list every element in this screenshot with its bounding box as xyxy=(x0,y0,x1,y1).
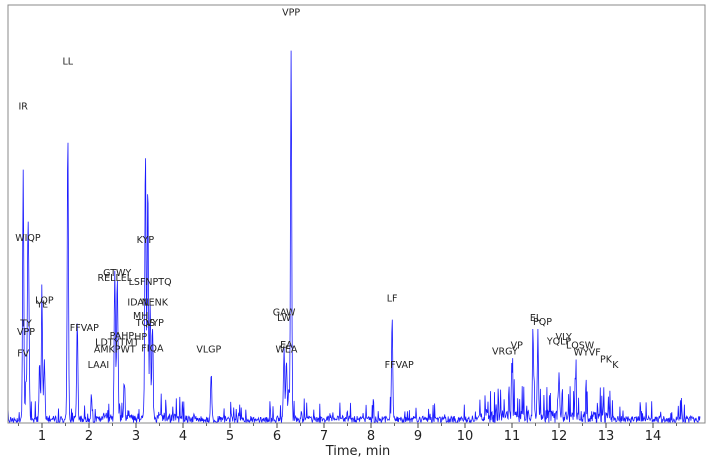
x-axis: 1 2 3 4 5 6 7 8 9 10 11 12 13 14 xyxy=(18,423,677,444)
x-tick-label: 9 xyxy=(414,429,422,444)
peak-label: WIQP xyxy=(15,233,41,244)
peak-label: VRGY xyxy=(492,347,518,358)
peak-label: VLY xyxy=(556,332,573,343)
peak-label: VLGP xyxy=(196,345,221,356)
peak-label: LAAI xyxy=(88,360,110,371)
peak-label: LL xyxy=(63,57,74,68)
peak-label: LSFNPTQ xyxy=(129,277,172,288)
peak-label: VPP xyxy=(282,8,300,19)
x-tick-label: 2 xyxy=(85,429,93,444)
peak-label: RELLEL xyxy=(98,273,133,284)
peak-label: LW xyxy=(277,313,291,324)
peak-label: EL xyxy=(530,313,542,324)
peak-label: NENK xyxy=(142,298,169,309)
x-tick-label: 12 xyxy=(551,429,568,444)
peak-label: TY xyxy=(19,318,32,329)
x-tick-label: 1 xyxy=(38,429,46,444)
x-tick-label: 13 xyxy=(598,429,615,444)
chromatogram-trace xyxy=(8,50,701,423)
peak-label: LQSW xyxy=(566,341,595,352)
peak-label: PK xyxy=(600,354,613,365)
peak-label: LQP xyxy=(35,296,54,307)
peak-label: WYVF xyxy=(574,348,601,359)
x-tick-label: 11 xyxy=(504,429,521,444)
peak-label: IR xyxy=(18,102,28,113)
x-tick-label: 3 xyxy=(132,429,140,444)
x-tick-label: 8 xyxy=(367,429,375,444)
peak-label: YQLP xyxy=(546,337,572,348)
peak-label: PQP xyxy=(533,317,552,328)
peak-label: WEA xyxy=(275,345,297,356)
peak-label: YL xyxy=(35,300,48,311)
peak-label: FIQA xyxy=(141,344,164,355)
peak-label: AMKPWT xyxy=(94,345,136,356)
peak-label: TQS xyxy=(135,318,155,329)
peak-label: KYP xyxy=(137,235,155,246)
x-tick-label: 10 xyxy=(457,429,474,444)
peak-label: FV xyxy=(17,348,29,359)
peak-label: VP xyxy=(511,341,523,352)
peak-label: EA xyxy=(280,340,293,351)
x-tick-label: 5 xyxy=(226,429,234,444)
peak-label: VYP xyxy=(146,318,164,329)
peak-label: LF xyxy=(387,294,398,305)
x-tick-label: 7 xyxy=(320,429,328,444)
peak-label: HP xyxy=(134,332,147,343)
plot-frame xyxy=(7,4,706,424)
trace-group xyxy=(8,50,701,423)
peak-label: K xyxy=(612,360,619,371)
peak-label: LDTYTMT xyxy=(95,338,139,349)
peak-label: PAHP xyxy=(110,331,135,342)
x-tick-label: 6 xyxy=(273,429,281,444)
x-axis-title: Time, min xyxy=(325,444,391,459)
x-tick-label: 4 xyxy=(179,429,187,444)
peak-label: VPP xyxy=(17,327,35,338)
peak-label: FFVAP xyxy=(70,323,99,334)
x-tick-label: 14 xyxy=(645,429,662,444)
peak-label: GTWY xyxy=(103,268,131,279)
peak-label: FFVAP xyxy=(385,360,414,371)
peak-label: GAW xyxy=(273,307,296,318)
peak-label: IDAL xyxy=(127,298,149,309)
peak-labels: IRLLVPPWIQPTYVPPLQPYLFVFFVAPGTWYRELLELLS… xyxy=(15,8,619,372)
peak-label: MH xyxy=(133,311,148,322)
